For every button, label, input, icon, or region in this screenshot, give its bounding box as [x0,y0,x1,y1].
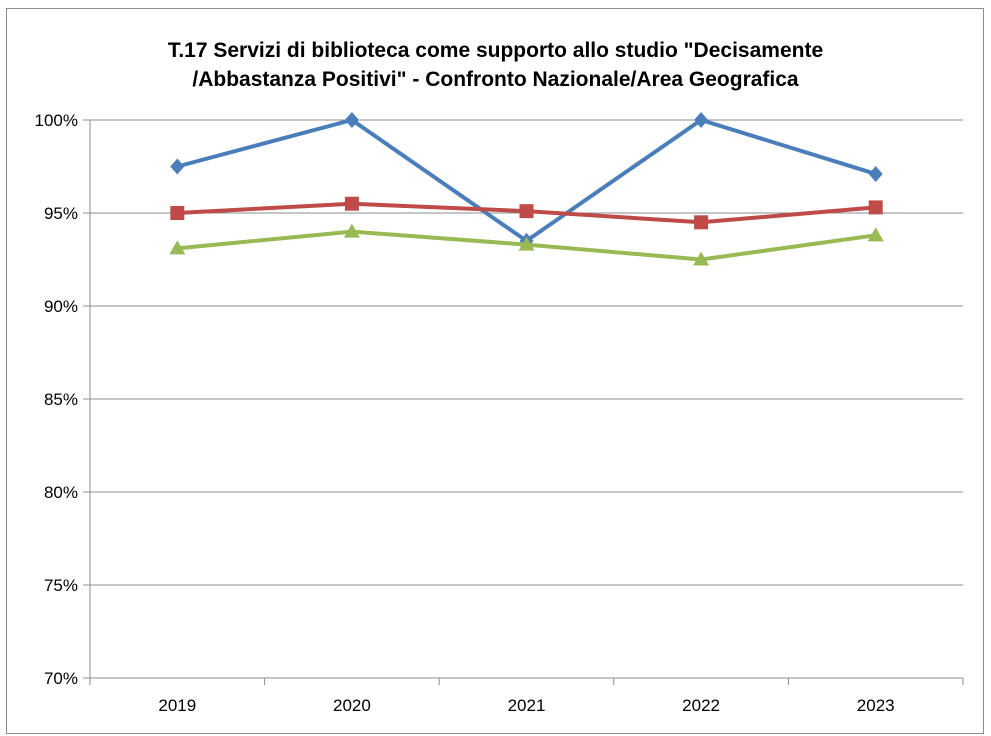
data-point [693,251,710,266]
gridlines [90,119,963,586]
y-tick-label: 75% [44,576,78,595]
series-2 [169,223,884,266]
data-point [518,236,535,251]
data-point [519,204,534,219]
x-tick-label: 2021 [508,696,546,715]
x-tick-label: 2019 [158,696,196,715]
x-tick-label: 2022 [682,696,720,715]
data-point [170,206,185,220]
y-tick-label: 80% [44,483,78,502]
chart-title-line-1: T.17 Servizi di biblioteca come supporto… [167,39,824,62]
series-line-0 [176,118,877,243]
chart-frame [6,8,984,734]
y-tick-label: 95% [44,204,78,223]
chart-title: T.17 Servizi di biblioteca come supporto… [0,36,991,94]
data-point [170,158,185,175]
y-tick-label: 90% [44,297,78,316]
y-tick-label: 100% [35,111,78,130]
data-point [867,227,884,242]
y-tick-label: 70% [44,669,78,688]
data-point [343,223,360,238]
tick-labels: 70% 75% 80% 85% 90% 95% 100% 2019 2020 2021 2022 20… [35,111,895,715]
data-point [344,196,359,211]
data-point [169,240,186,255]
chart-title-line-2: /Abbastanza Positivi" - Confronto Nazion… [192,68,799,91]
series-1 [170,196,883,230]
data-point [868,165,883,182]
data-point [694,215,709,230]
data-point [868,200,883,215]
series-0 [170,112,883,249]
data-point [694,112,709,128]
axes [83,119,964,685]
series-lines [169,112,884,266]
x-tick-label: 2020 [333,696,371,715]
y-tick-label: 85% [44,390,78,409]
data-point [344,112,359,128]
x-tick-label: 2023 [857,696,895,715]
